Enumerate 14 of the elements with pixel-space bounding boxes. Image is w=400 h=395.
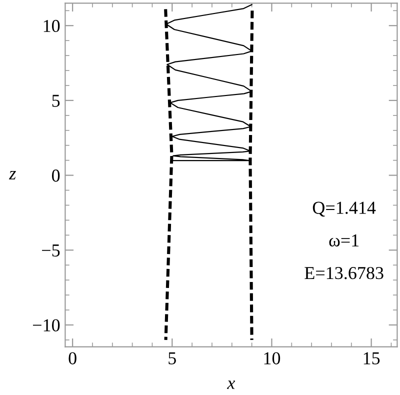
y-tick-label: −10 xyxy=(33,319,60,332)
annotation: ω=1 xyxy=(329,234,359,247)
x-tick-label: 0 xyxy=(68,352,76,364)
y-axis-title: z xyxy=(8,171,16,180)
y-tick-label: −5 xyxy=(42,244,60,257)
x-tick-label: 10 xyxy=(264,352,280,364)
x-tick-label: 15 xyxy=(364,352,380,364)
x-tick-label: 5 xyxy=(168,352,176,364)
y-tick-label: 5 xyxy=(52,94,60,107)
y-tick-label: 10 xyxy=(44,20,60,32)
y-tick-label: 0 xyxy=(52,170,60,182)
annotation: Q=1.414 xyxy=(312,202,376,217)
annotation: E=13.6783 xyxy=(304,266,384,280)
x-axis-title: x xyxy=(226,380,236,389)
